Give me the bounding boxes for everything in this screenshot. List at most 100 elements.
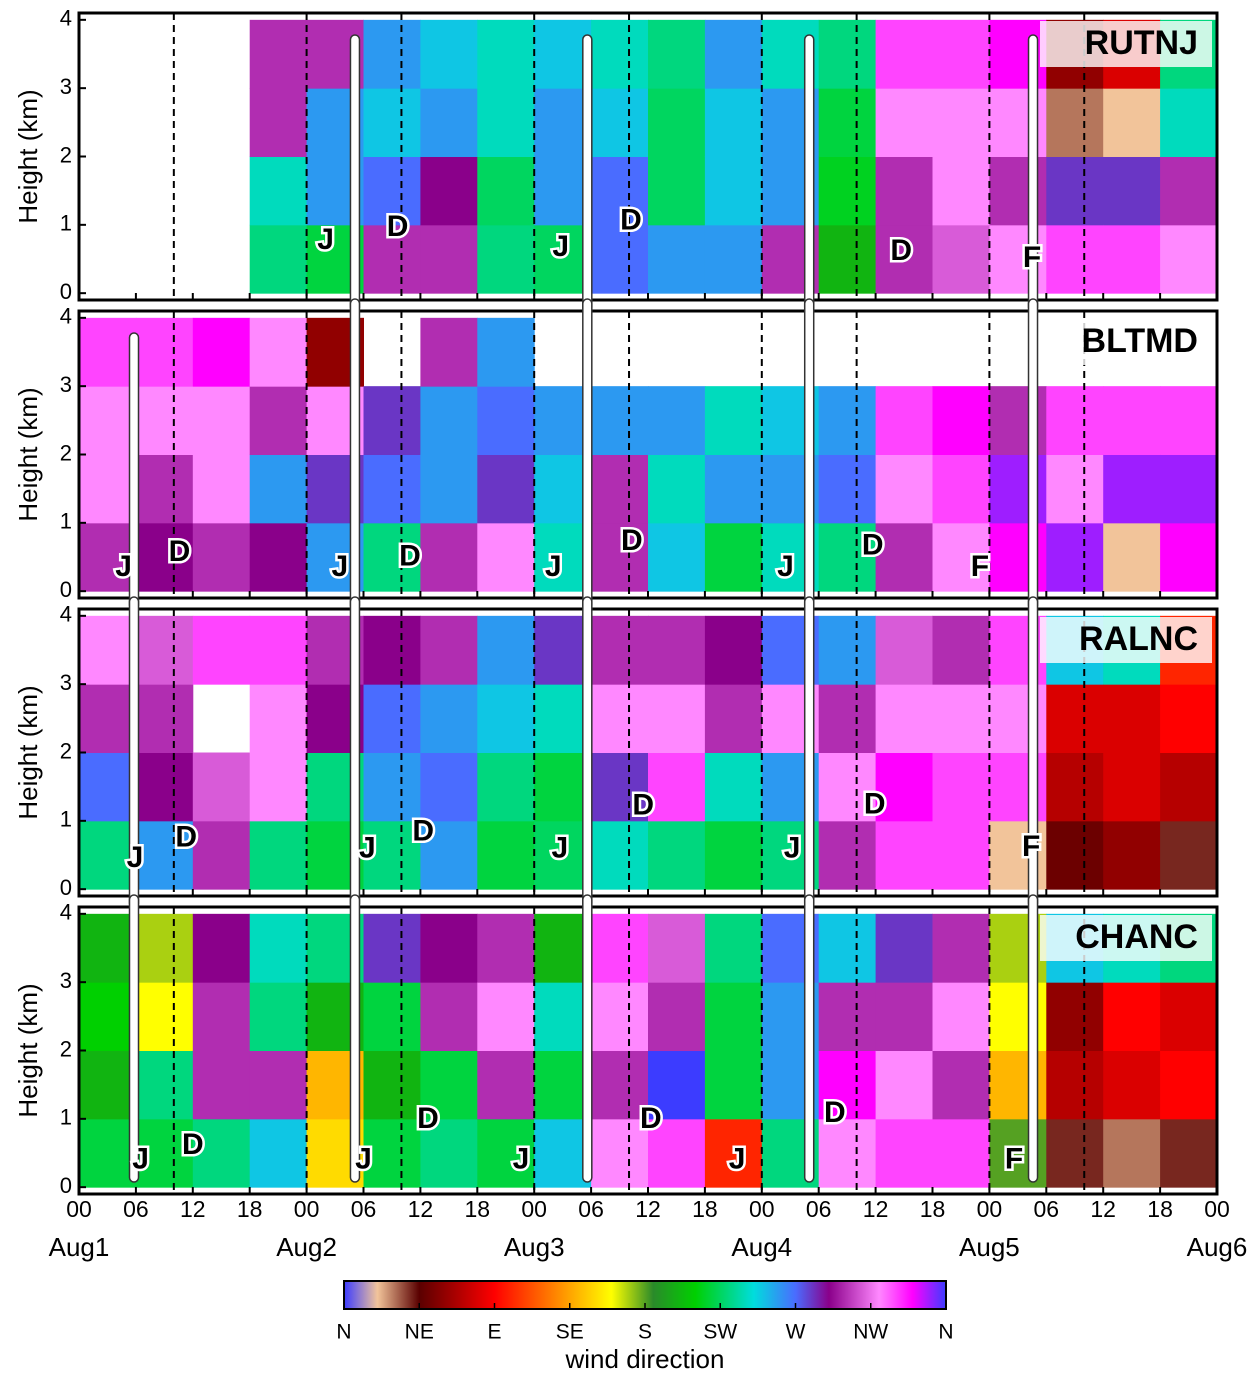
heat-cell	[249, 1118, 308, 1188]
heat-cell	[192, 982, 251, 1051]
colorbar-tick-label: N	[938, 1321, 953, 1344]
y-axis-label: Height (km)	[13, 387, 43, 521]
heat-cell	[932, 522, 990, 592]
heat-cell	[704, 820, 763, 890]
heat-cell	[591, 684, 649, 753]
jet-track	[582, 298, 593, 611]
heat-cell	[79, 1118, 137, 1188]
jet-track	[803, 34, 815, 313]
heat-cell	[704, 88, 763, 157]
heat-cell	[249, 1050, 308, 1120]
heat-cell	[135, 615, 194, 685]
heat-cell	[591, 752, 649, 822]
jet-track	[349, 894, 361, 1183]
heat-cell	[932, 820, 990, 890]
heat-cell	[1046, 156, 1104, 226]
colorbar-tick-label: W	[786, 1321, 806, 1344]
heat-cell	[591, 1050, 649, 1120]
colorbar-tick-label: SW	[703, 1321, 737, 1344]
heat-cell	[591, 19, 649, 89]
heat-cell	[249, 684, 308, 753]
heat-cell	[135, 684, 194, 753]
heat-cell	[875, 1118, 933, 1188]
heat-cell	[1046, 454, 1104, 524]
heat-cell	[932, 386, 990, 455]
heat-cell	[704, 1118, 763, 1188]
heat-cell	[249, 522, 308, 592]
event-label: J	[359, 831, 376, 864]
station-label: CHANC	[1075, 918, 1198, 956]
heat-cell	[818, 684, 877, 753]
heat-cell	[477, 522, 535, 592]
heat-cell	[477, 913, 535, 983]
x-tick-label: 12	[408, 1196, 434, 1222]
event-label: J	[331, 550, 348, 583]
heat-cell	[534, 684, 592, 753]
y-axis-label: Height (km)	[13, 983, 43, 1117]
heat-cell	[1160, 454, 1218, 524]
heat-cell	[818, 88, 877, 157]
heat-cell	[79, 913, 137, 983]
heat-cell	[249, 88, 308, 157]
x-tick-label: 12	[1090, 1196, 1116, 1222]
heat-cell	[79, 982, 137, 1051]
event-label: D	[640, 1102, 662, 1135]
heat-cell	[363, 913, 421, 983]
station-label-box	[1040, 319, 1212, 365]
heat-cell	[932, 1118, 990, 1188]
y-tick-label: 4	[60, 602, 72, 627]
heat-cell	[1103, 522, 1161, 592]
heat-cell	[79, 820, 137, 890]
heat-cell	[534, 982, 592, 1051]
x-tick-label: 18	[1147, 1196, 1173, 1222]
x-date-label: Aug4	[731, 1232, 792, 1262]
heat-cell	[648, 820, 706, 890]
heat-cell	[648, 752, 706, 822]
heat-cell	[363, 454, 421, 524]
heat-cell	[818, 820, 877, 890]
jet-track	[582, 596, 593, 909]
heat-cell	[79, 522, 137, 592]
heat-cell	[249, 19, 308, 89]
event-label: D	[175, 821, 197, 854]
heat-cell	[875, 454, 933, 524]
heat-cell	[79, 684, 137, 753]
x-tick-label: 06	[806, 1196, 832, 1222]
heat-cell	[420, 684, 478, 753]
heat-cell	[875, 982, 933, 1051]
event-label: J	[317, 223, 334, 256]
heat-cell	[875, 522, 933, 592]
event-label: D	[387, 210, 409, 243]
station-label: RALNC	[1079, 620, 1198, 658]
heat-cell	[534, 224, 592, 294]
heat-cell	[704, 982, 763, 1051]
colorbar-tick-label: SE	[556, 1321, 584, 1344]
heat-cell	[818, 1050, 877, 1120]
heat-cell	[591, 386, 649, 455]
panel-frame	[77, 11, 1219, 302]
heat-cell	[192, 386, 251, 455]
heat-cell	[135, 982, 194, 1051]
heat-cell	[1046, 386, 1104, 455]
heat-cell	[363, 224, 421, 294]
heat-cell	[591, 522, 649, 592]
heat-cell	[79, 752, 137, 822]
heat-cell	[1160, 156, 1218, 226]
heat-cell	[1160, 88, 1218, 157]
heat-cell	[875, 1050, 933, 1120]
heat-cell	[135, 1050, 194, 1120]
heat-cell	[818, 224, 877, 294]
heat-cell	[1046, 88, 1104, 157]
heat-cell	[875, 615, 933, 685]
heat-cell	[591, 88, 649, 157]
y-tick-label: 3	[60, 74, 72, 99]
heat-cell	[79, 386, 137, 455]
station-label: BLTMD	[1082, 322, 1198, 360]
heat-cell	[704, 522, 763, 592]
heat-cell	[1103, 454, 1161, 524]
heat-cell	[135, 522, 194, 592]
heat-cell	[1103, 88, 1161, 157]
event-label: J	[127, 841, 144, 874]
heat-cell	[591, 224, 649, 294]
